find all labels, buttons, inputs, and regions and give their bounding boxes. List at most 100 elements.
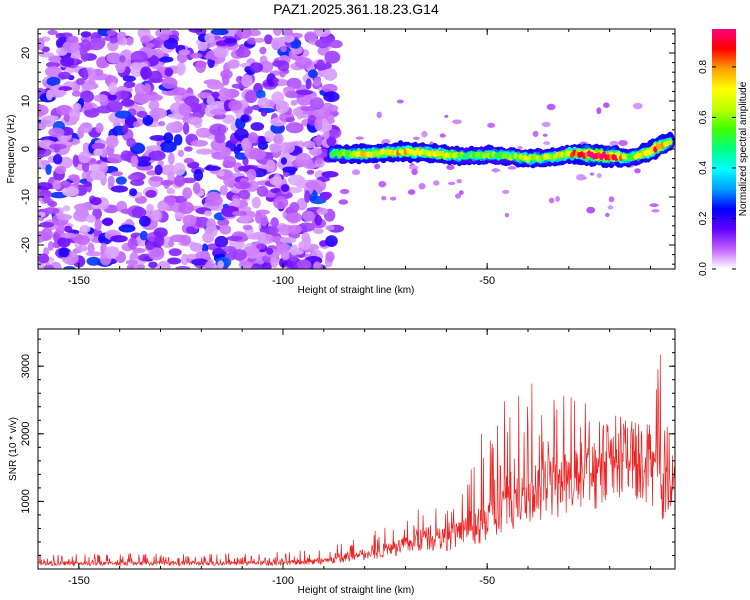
heatmap-cell	[130, 179, 145, 186]
heatmap-cell	[46, 89, 53, 101]
heatmap-cell	[596, 107, 602, 115]
heatmap-cell	[280, 45, 287, 53]
heatmap-cell	[205, 194, 223, 207]
heatmap-cell	[190, 242, 203, 252]
heatmap-cell	[532, 130, 539, 137]
heatmap-cell	[327, 129, 340, 138]
heatmap-cell	[134, 83, 146, 96]
heatmap-cell	[195, 60, 206, 73]
heatmap-cell	[242, 246, 260, 257]
heatmap-cell	[321, 171, 339, 178]
figure-title: PAZ1.2025.361.18.23.G14	[273, 1, 439, 17]
heatmap-cell	[582, 176, 587, 180]
heatmap-cell	[42, 195, 51, 204]
heatmap-cell	[142, 114, 154, 126]
spectrogram-x-label: Height of straight line (km)	[298, 285, 415, 296]
heatmap-cell	[125, 259, 138, 266]
heatmap-cell	[301, 232, 310, 244]
heatmap-cell	[120, 98, 135, 107]
heatmap-cell	[130, 155, 139, 168]
heatmap-cell	[249, 62, 263, 73]
heatmap-cell	[313, 76, 322, 87]
heatmap-cell	[378, 181, 387, 188]
x-tick-label: -50	[479, 575, 495, 587]
heatmap-cell	[47, 241, 55, 251]
heatmap-cell	[173, 195, 188, 204]
y-tick-label: 3000	[20, 354, 32, 378]
heatmap-cell	[268, 226, 279, 235]
heatmap-cell	[206, 95, 215, 106]
heatmap-cell	[212, 91, 220, 99]
heatmap-cell	[146, 170, 158, 176]
heatmap-cell	[231, 198, 240, 207]
heatmap-cell	[175, 265, 191, 269]
heatmap-cell	[204, 165, 222, 171]
heatmap-cell	[282, 171, 290, 178]
heatmap-cell	[218, 87, 231, 101]
heatmap-cell	[106, 29, 117, 36]
heatmap-cell	[177, 64, 185, 76]
heatmap-cell	[78, 151, 92, 164]
heatmap-cell	[96, 105, 113, 114]
heatmap-cell	[313, 228, 324, 235]
colorbar: 0.0 0.2 0.4 0.6 0.8 Normalized spectral ampl…	[698, 29, 749, 276]
heatmap-cell	[46, 61, 60, 68]
heatmap-cell	[548, 197, 555, 204]
heatmap-cell	[439, 133, 446, 138]
heatmap-cell	[271, 37, 282, 50]
heatmap-cell	[81, 102, 94, 111]
heatmap-cell	[168, 248, 182, 257]
heatmap-cell	[93, 94, 109, 103]
heatmap-cell	[166, 187, 176, 195]
heatmap-cell	[256, 243, 266, 250]
heatmap-cell	[444, 114, 449, 118]
heatmap-cell	[455, 193, 461, 199]
heatmap-cell	[295, 152, 312, 166]
colorbar-tick-label: 0.0	[698, 262, 709, 276]
heatmap-cell	[325, 251, 335, 263]
heatmap-cell	[323, 68, 338, 81]
heatmap-cell	[48, 56, 63, 63]
heatmap-cell	[320, 118, 329, 131]
heatmap-cell	[281, 35, 295, 43]
heatmap-cell	[145, 189, 157, 198]
spectrogram-frame	[37, 28, 676, 270]
heatmap-cell	[120, 150, 132, 161]
heatmap-cell	[72, 154, 80, 168]
heatmap-cell	[79, 122, 93, 133]
heatmap-cell	[246, 37, 257, 45]
heatmap-cell	[421, 130, 428, 138]
heatmap-cell	[94, 218, 102, 232]
heatmap-cell	[154, 234, 165, 248]
heatmap-cell	[329, 39, 343, 49]
heatmap-cell	[80, 90, 95, 103]
heatmap-cell	[167, 197, 176, 207]
heatmap-cell	[46, 76, 61, 86]
heatmap-cell	[542, 133, 548, 137]
x-tick-label: -150	[68, 575, 90, 587]
heatmap-cell	[226, 235, 243, 241]
heatmap-cell	[250, 122, 265, 131]
heatmap-cell	[158, 56, 174, 63]
heatmap-cell	[149, 107, 168, 119]
heatmap-cell	[195, 250, 210, 261]
heatmap-cell	[543, 141, 550, 146]
heatmap-cell	[259, 214, 268, 227]
heatmap-cell	[240, 114, 250, 123]
heatmap-cell	[40, 160, 50, 166]
heatmap-cell	[166, 122, 181, 133]
colorbar-tick-label: 0.2	[698, 211, 709, 225]
heatmap-cell	[123, 81, 136, 88]
heatmap-cell	[159, 33, 170, 41]
heatmap-cell	[148, 70, 163, 83]
heatmap-cell	[82, 142, 90, 154]
heatmap-cell	[178, 104, 192, 116]
heatmap-cell	[321, 36, 334, 43]
heatmap-cell	[507, 166, 517, 170]
heatmap-cell	[57, 237, 71, 248]
heatmap-cell	[88, 37, 105, 51]
heatmap-cell	[52, 179, 62, 190]
heatmap-cell	[285, 116, 295, 123]
heatmap-cell	[53, 145, 61, 153]
